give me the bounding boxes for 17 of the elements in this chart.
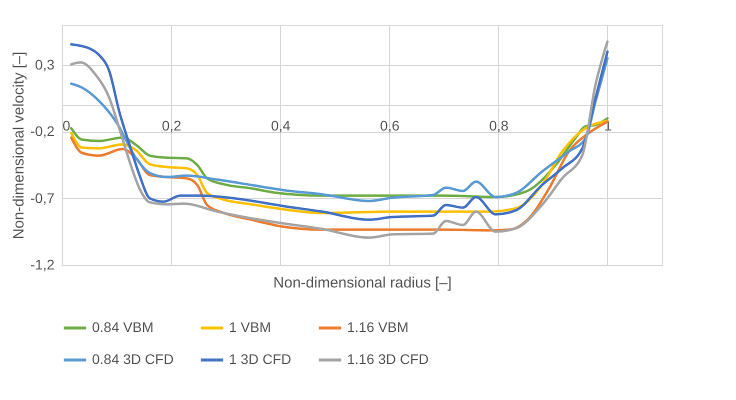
y-tick-label: -0,7	[30, 190, 55, 206]
legend-label: 0.84 VBM	[92, 319, 154, 335]
x-tick-label: 0,2	[162, 118, 182, 134]
y-tick-label: -0,2	[30, 123, 55, 140]
x-tick-label: 0,4	[270, 118, 291, 134]
y-tick-label: -1,2	[30, 256, 55, 272]
legend-label: 0.84 3D CFD	[92, 351, 174, 367]
x-tick-label: 0	[62, 118, 70, 134]
legend-label: 1.16 VBM	[347, 319, 408, 335]
x-tick-label: 0,8	[489, 118, 509, 134]
y-axis-title: Non-dimensional velocity [–]	[10, 52, 28, 240]
y-tick-label: 0,3	[35, 56, 55, 72]
legend-label: 1.16 3D CFD	[347, 351, 429, 367]
x-axis-title: Non-dimensional radius [–]	[273, 274, 452, 292]
x-tick-label: 0,6	[380, 118, 400, 134]
legend-label: 1 VBM	[229, 319, 272, 335]
legend-label: 1 3D CFD	[229, 351, 292, 367]
